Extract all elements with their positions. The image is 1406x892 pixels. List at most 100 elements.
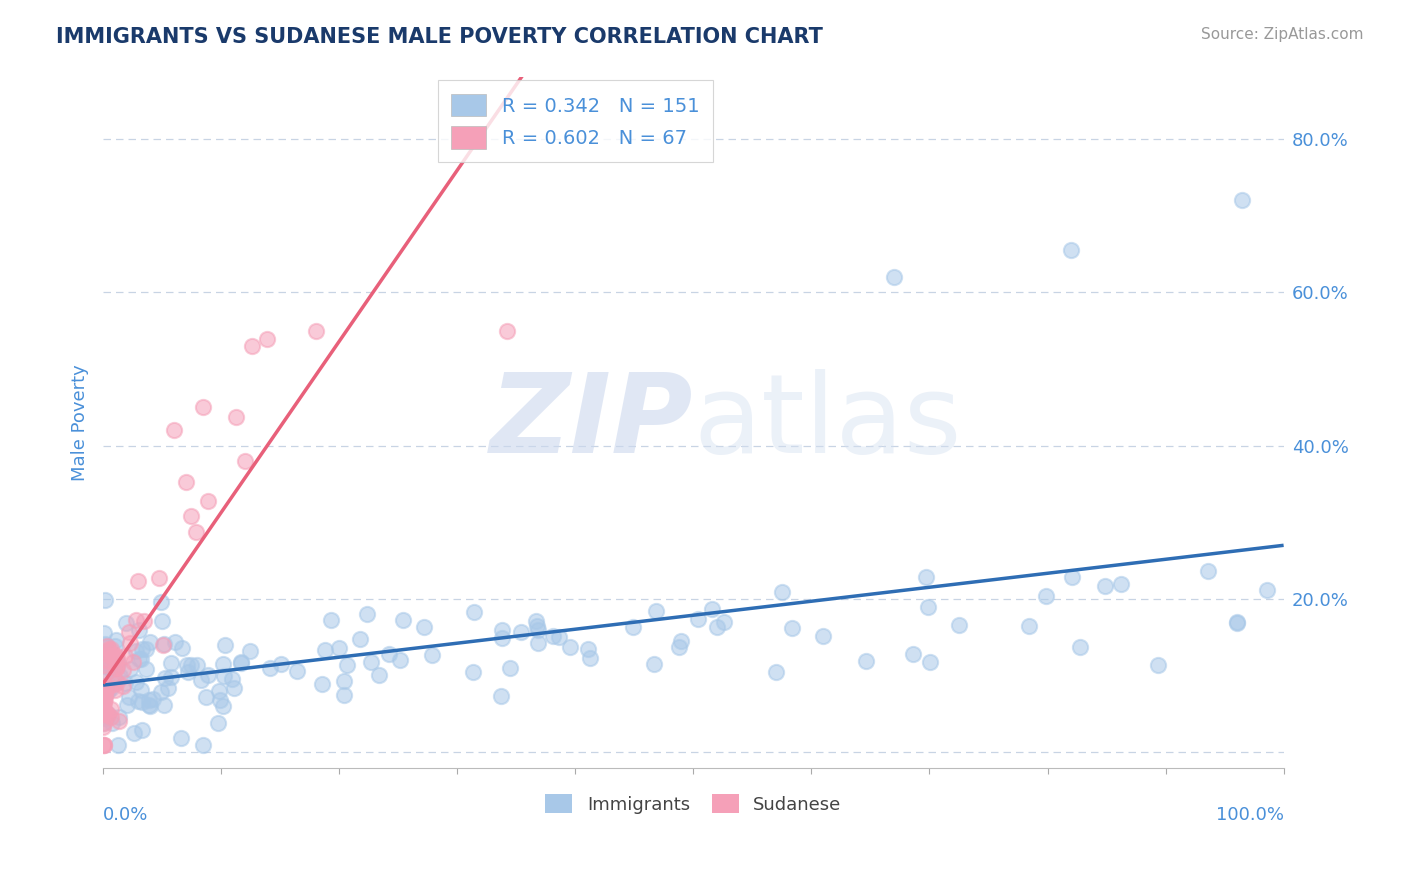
Point [97, 642, 120, 657]
Point [855, 654, 877, 668]
Point [131, 651, 153, 665]
Text: 0.0%: 0.0% [103, 805, 149, 823]
Point [177, 665, 200, 679]
Point [93, 679, 115, 693]
Point [134, 614, 156, 628]
Point [108, 714, 131, 728]
Point [259, 660, 281, 674]
Point [191, 738, 214, 752]
Point [122, 656, 145, 670]
Point [413, 620, 436, 634]
Point [333, 688, 356, 702]
Point [700, 601, 723, 615]
Y-axis label: Male Poverty: Male Poverty [72, 364, 89, 481]
Point [93, 690, 115, 705]
Point [948, 618, 970, 632]
Point [491, 623, 513, 637]
Point [221, 672, 243, 686]
Point [499, 661, 522, 675]
Text: ZIP: ZIP [489, 369, 693, 476]
Point [527, 623, 550, 637]
Point [114, 676, 136, 690]
Point [917, 600, 939, 615]
Point [176, 658, 198, 673]
Point [138, 698, 160, 713]
Text: Source: ZipAtlas.com: Source: ZipAtlas.com [1201, 27, 1364, 42]
Point [104, 639, 127, 653]
Point [360, 656, 382, 670]
Point [527, 635, 550, 649]
Point [180, 658, 202, 673]
Point [138, 698, 160, 713]
Point [1109, 576, 1132, 591]
Point [94, 659, 117, 673]
Point [100, 702, 122, 716]
Point [688, 612, 710, 626]
Point [229, 655, 252, 669]
Legend: Immigrants, Sudanese: Immigrants, Sudanese [538, 787, 849, 821]
Point [91, 711, 114, 725]
Point [621, 620, 644, 634]
Point [117, 690, 139, 705]
Point [328, 640, 350, 655]
Point [1060, 569, 1083, 583]
Point [127, 574, 149, 589]
Point [669, 633, 692, 648]
Point [135, 662, 157, 676]
Point [103, 677, 125, 691]
Point [105, 675, 128, 690]
Point [98, 642, 121, 657]
Point [94, 706, 117, 720]
Point [1147, 658, 1170, 673]
Point [142, 692, 165, 706]
Point [160, 656, 183, 670]
Point [150, 595, 173, 609]
Point [122, 726, 145, 740]
Point [356, 607, 378, 621]
Point [128, 652, 150, 666]
Point [148, 571, 170, 585]
Point [548, 630, 571, 644]
Point [97, 706, 120, 721]
Point [314, 643, 336, 657]
Point [197, 494, 219, 508]
Point [105, 659, 128, 673]
Point [93, 679, 115, 693]
Point [333, 674, 356, 689]
Point [163, 423, 186, 437]
Point [368, 668, 391, 682]
Point [94, 637, 117, 651]
Point [242, 339, 264, 353]
Point [96, 639, 118, 653]
Point [93, 695, 115, 709]
Text: IMMIGRANTS VS SUDANESE MALE POVERTY CORRELATION CHART: IMMIGRANTS VS SUDANESE MALE POVERTY CORR… [56, 27, 823, 46]
Point [125, 613, 148, 627]
Point [93, 738, 115, 752]
Point [524, 614, 547, 628]
Point [107, 710, 129, 724]
Point [100, 662, 122, 676]
Point [311, 677, 333, 691]
Point [256, 332, 278, 346]
Point [1094, 579, 1116, 593]
Point [93, 738, 115, 752]
Point [105, 633, 128, 648]
Point [131, 694, 153, 708]
Point [270, 657, 292, 672]
Point [94, 685, 117, 699]
Point [100, 681, 122, 696]
Point [91, 666, 114, 681]
Point [94, 593, 117, 607]
Point [285, 664, 308, 678]
Point [104, 661, 127, 675]
Point [901, 647, 924, 661]
Point [153, 671, 176, 685]
Point [644, 604, 666, 618]
Point [114, 648, 136, 663]
Point [1060, 243, 1083, 257]
Point [150, 684, 173, 698]
Point [214, 638, 236, 652]
Point [152, 639, 174, 653]
Point [918, 656, 941, 670]
Point [770, 585, 793, 599]
